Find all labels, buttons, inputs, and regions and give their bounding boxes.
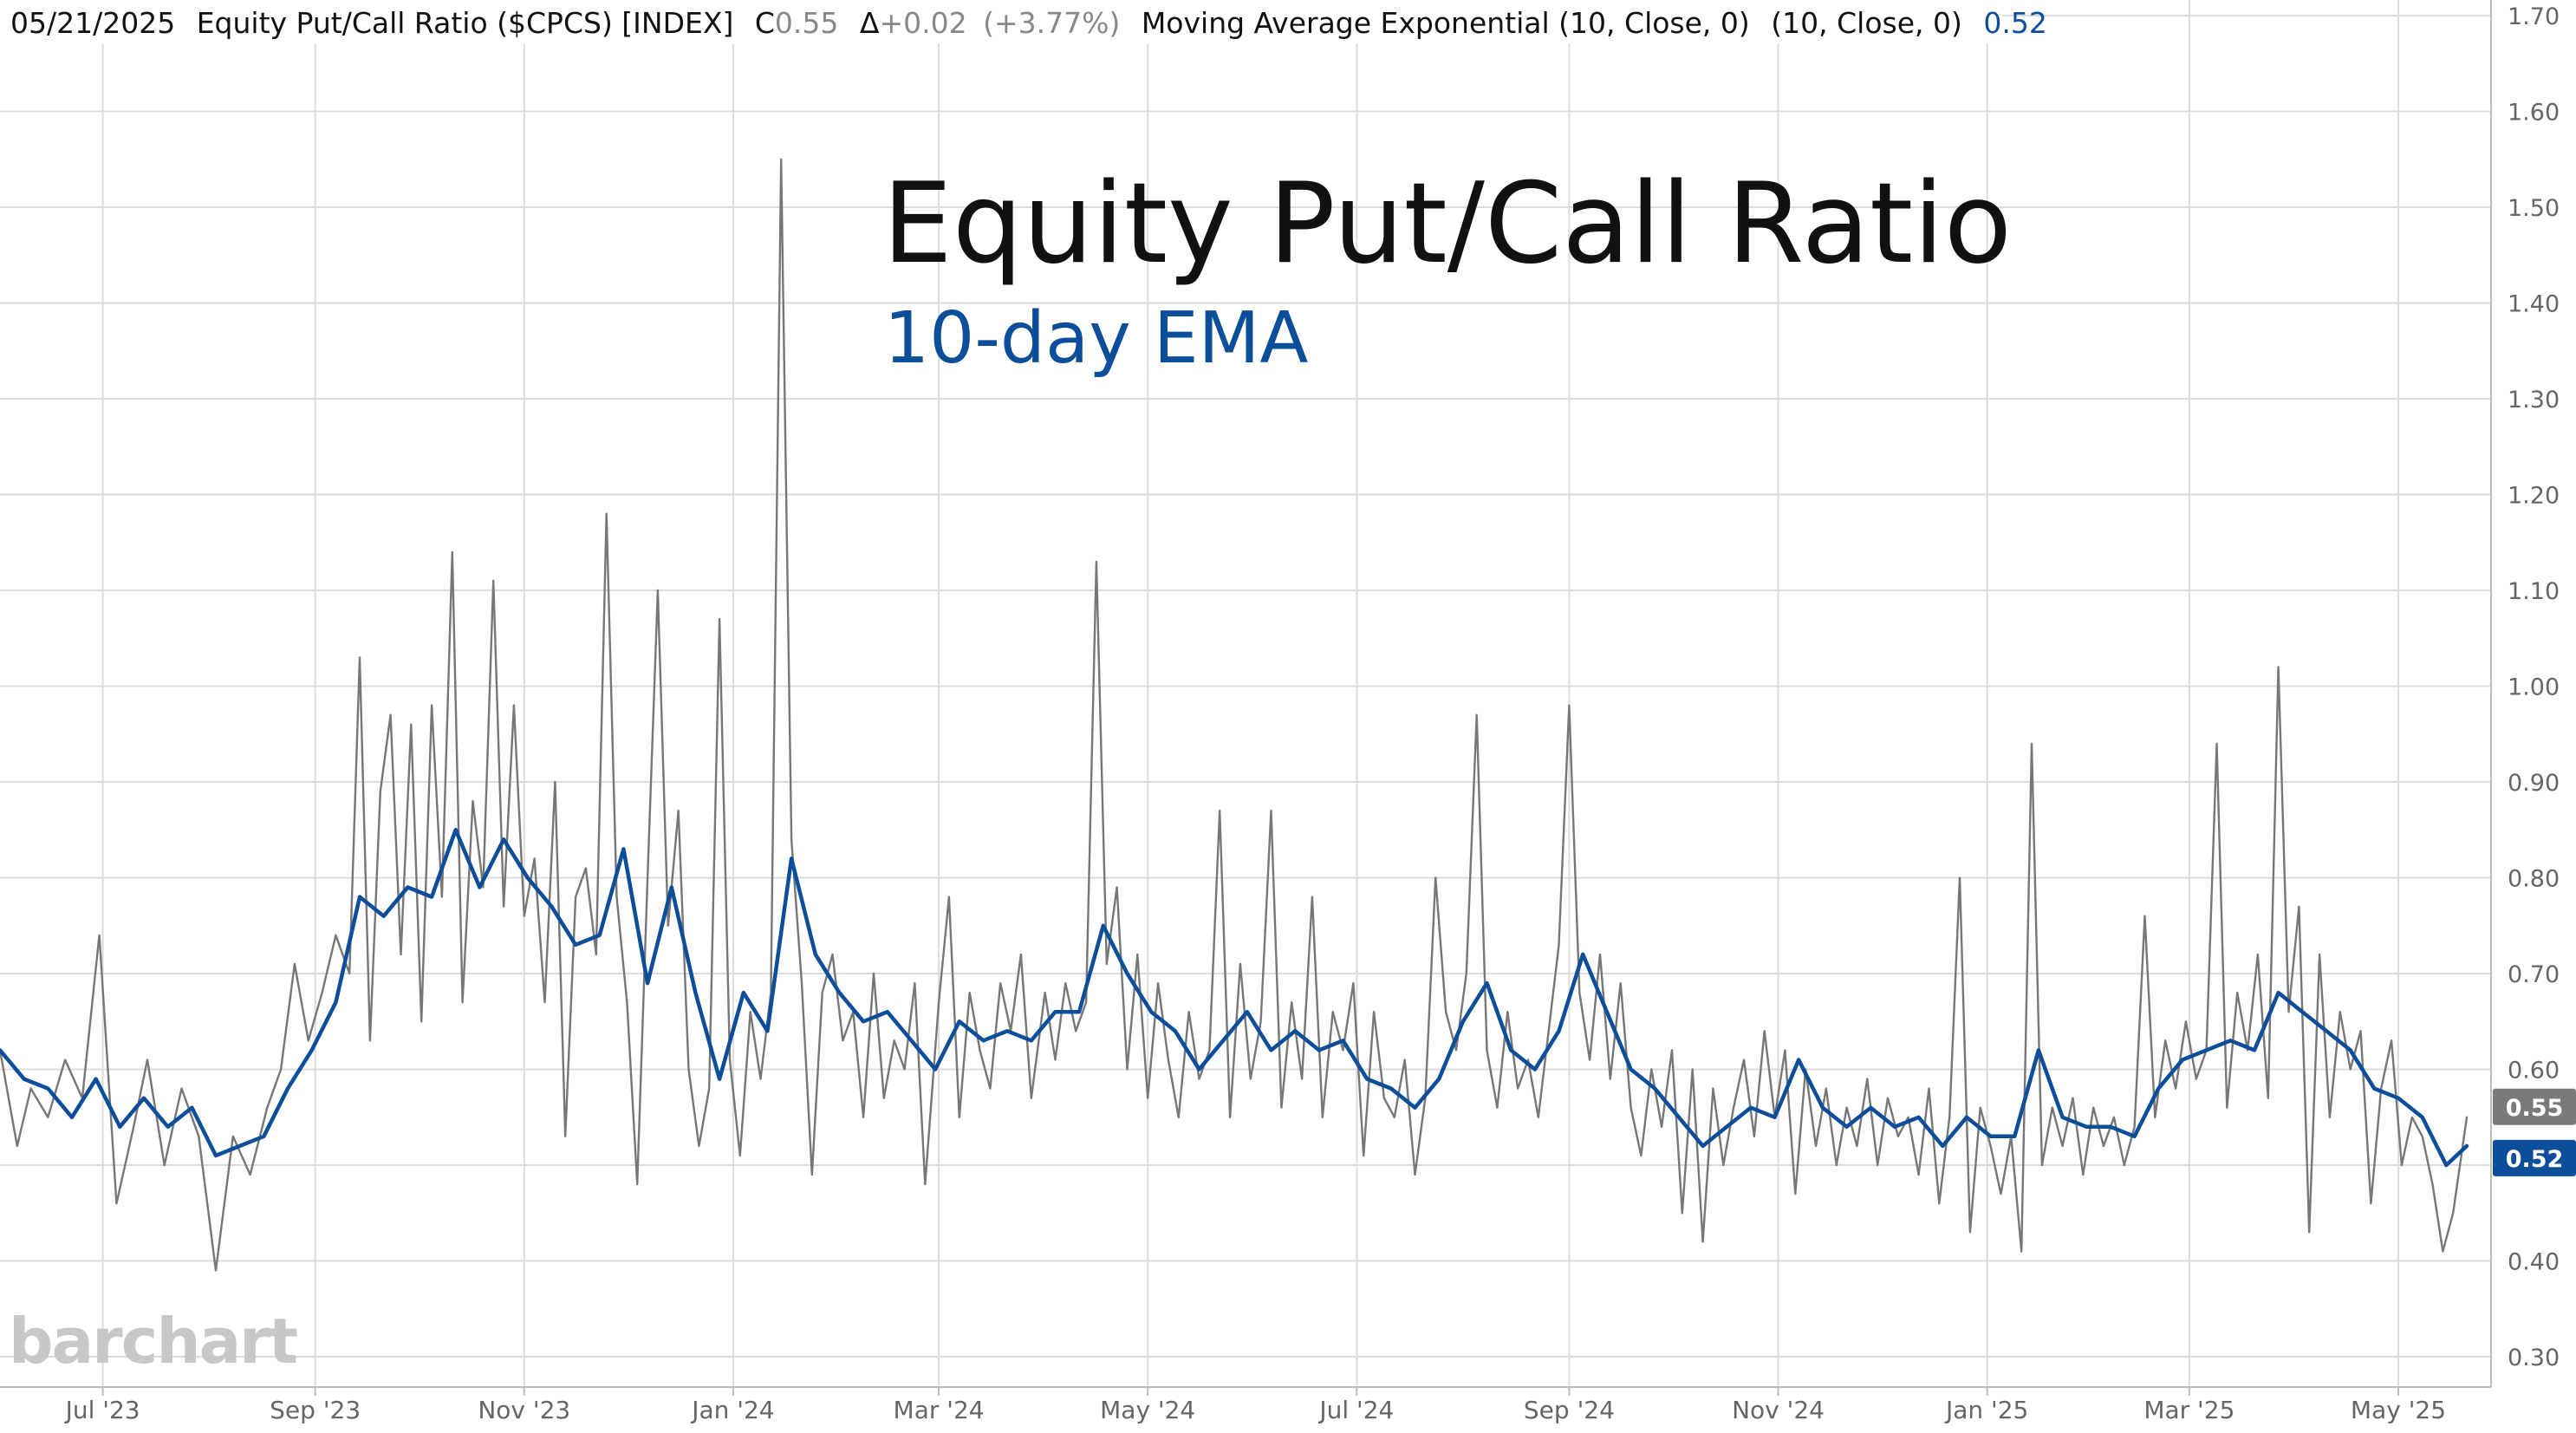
x-tick-label: Mar '25 [2143, 1396, 2234, 1424]
y-tick-label: 1.50 [2508, 195, 2560, 222]
legend-change-value: +0.02 [879, 6, 966, 40]
ema-badge-label: 0.52 [2506, 1146, 2564, 1173]
legend-instrument: Equity Put/Call Ratio ($CPCS) [INDEX] [197, 6, 734, 40]
x-axis-ticks: Jul '23 Sep '23 Nov '23 Jan '24 Mar '24 May '… [64, 1387, 2446, 1424]
x-tick-label: Sep '23 [270, 1396, 361, 1424]
put-call-ratio-line [0, 158, 2469, 1272]
annotation-subtitle: 10-day EMA [884, 297, 1308, 380]
x-tick-label: Jul '23 [64, 1396, 140, 1424]
y-tick-label: 0.40 [2508, 1249, 2560, 1276]
legend-bar: 05/21/2025 Equity Put/Call Ratio ($CPCS)… [0, 0, 2047, 43]
y-tick-label: 0.70 [2508, 961, 2560, 988]
x-tick-label: Nov '23 [478, 1396, 570, 1424]
y-tick-label: 1.10 [2508, 578, 2560, 605]
ema-badge-bg [2493, 1139, 2576, 1176]
x-tick-label: Jan '24 [690, 1396, 774, 1424]
last-price-badge: 0.55 [2493, 1088, 2576, 1125]
y-tick-label: 1.70 [2508, 3, 2560, 30]
legend-close-value: 0.55 [775, 6, 838, 40]
y-tick-label: 1.30 [2508, 387, 2560, 414]
legend-study-name: Moving Average Exponential (10, Close, 0… [1142, 6, 1750, 40]
last-price-badge-label: 0.55 [2506, 1095, 2564, 1122]
legend-change-pct: (+3.77%) [983, 6, 1120, 40]
legend-change-prefix: Δ [860, 6, 880, 40]
legend-line: 05/21/2025 Equity Put/Call Ratio ($CPCS)… [10, 6, 2047, 40]
legend-date: 05/21/2025 [10, 6, 175, 40]
x-tick-label: Nov '24 [1732, 1396, 1825, 1424]
x-tick-label: Jul '24 [1317, 1396, 1394, 1424]
axis-lines [0, 0, 2492, 1388]
barchart-watermark: barchart [9, 1305, 297, 1378]
x-tick-label: May '24 [1100, 1396, 1195, 1424]
y-tick-label: 1.00 [2508, 674, 2560, 701]
y-tick-label: 1.20 [2508, 483, 2560, 510]
y-tick-label: 0.90 [2508, 770, 2560, 797]
price-badges: 0.55 0.52 [2493, 1088, 2576, 1176]
series-ema-10 [0, 828, 2469, 1168]
y-tick-label: 1.40 [2508, 291, 2560, 318]
x-tick-label: Sep '24 [1524, 1396, 1615, 1424]
ema-line [0, 828, 2469, 1168]
legend-study-params: (10, Close, 0) [1771, 6, 1962, 40]
y-tick-label: 1.60 [2508, 100, 2560, 127]
legend-close-prefix: C [755, 6, 775, 40]
last-price-badge-bg [2493, 1088, 2576, 1125]
x-tick-label: Jan '25 [1944, 1396, 2028, 1424]
legend-study-value: 0.52 [1983, 6, 2046, 40]
series-put-call-ratio [0, 158, 2469, 1272]
y-tick-label: 0.30 [2508, 1345, 2560, 1371]
ema-badge: 0.52 [2493, 1139, 2576, 1176]
y-tick-label: 0.60 [2508, 1058, 2560, 1085]
grid-lines [0, 0, 2491, 1387]
x-tick-label: May '25 [2351, 1396, 2446, 1424]
x-tick-label: Mar '24 [894, 1396, 985, 1424]
legend-background [0, 0, 2002, 43]
annotation-title: Equity Put/Call Ratio [882, 160, 2012, 289]
y-tick-label: 0.80 [2508, 866, 2560, 893]
